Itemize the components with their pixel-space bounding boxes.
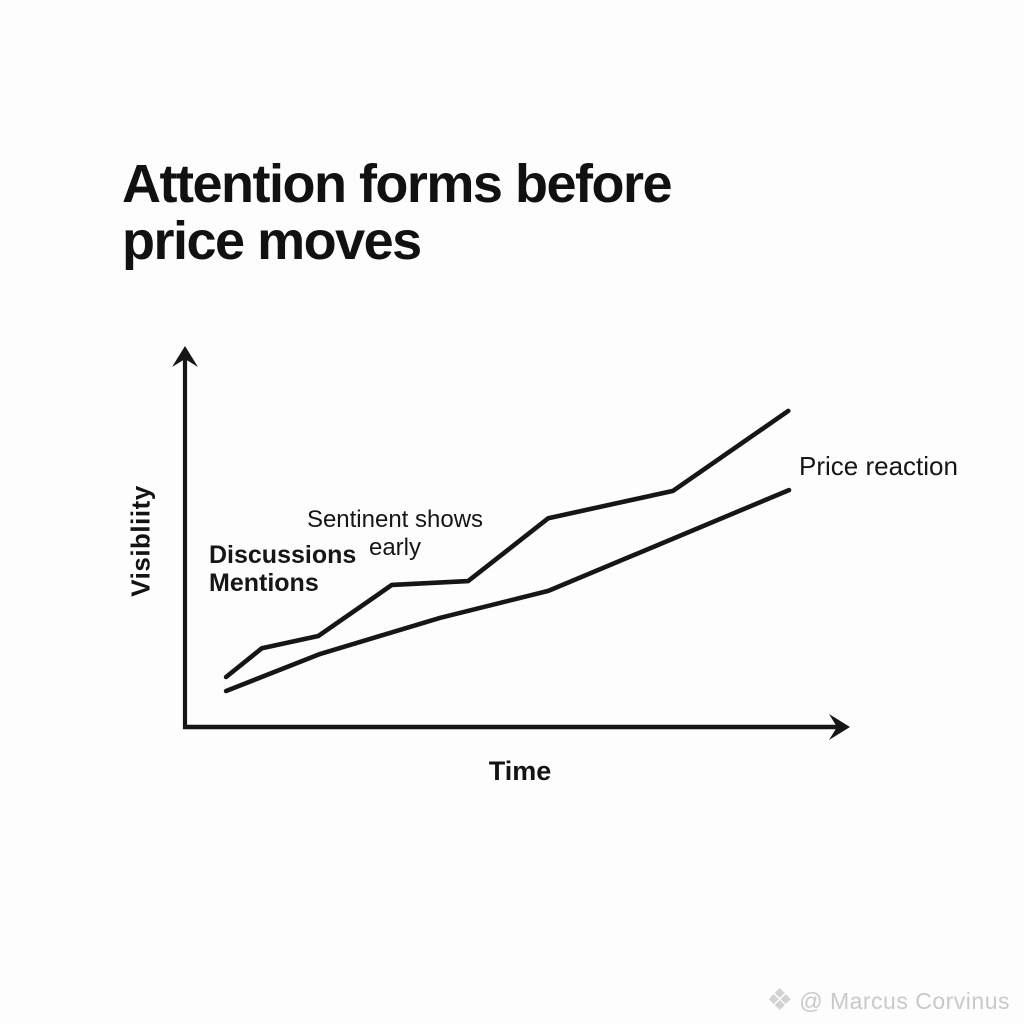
watermark: ❖ @ Marcus Corvinus [766,986,1010,1016]
attention-line [223,408,791,680]
chart-axes [172,346,850,740]
annotation-discussions-mentions: Discussions Mentions [209,541,357,597]
page-title: Attention forms before price moves [122,154,673,272]
x-axis-label: Time [488,756,552,786]
chart-series [223,408,792,694]
watermark-text: @ Marcus Corvinus [799,987,1010,1014]
y-axis-arrow-icon [172,346,198,367]
price-line [223,487,792,694]
y-axis-label: Visibliity [125,485,156,597]
annotation-price-reaction: Price reaction [799,451,958,481]
annotation-sentiment-early: Sentinent shows early [306,506,484,561]
x-axis-arrow-icon [829,714,850,740]
diamond-ornament-icon: ❖ [766,984,794,1017]
